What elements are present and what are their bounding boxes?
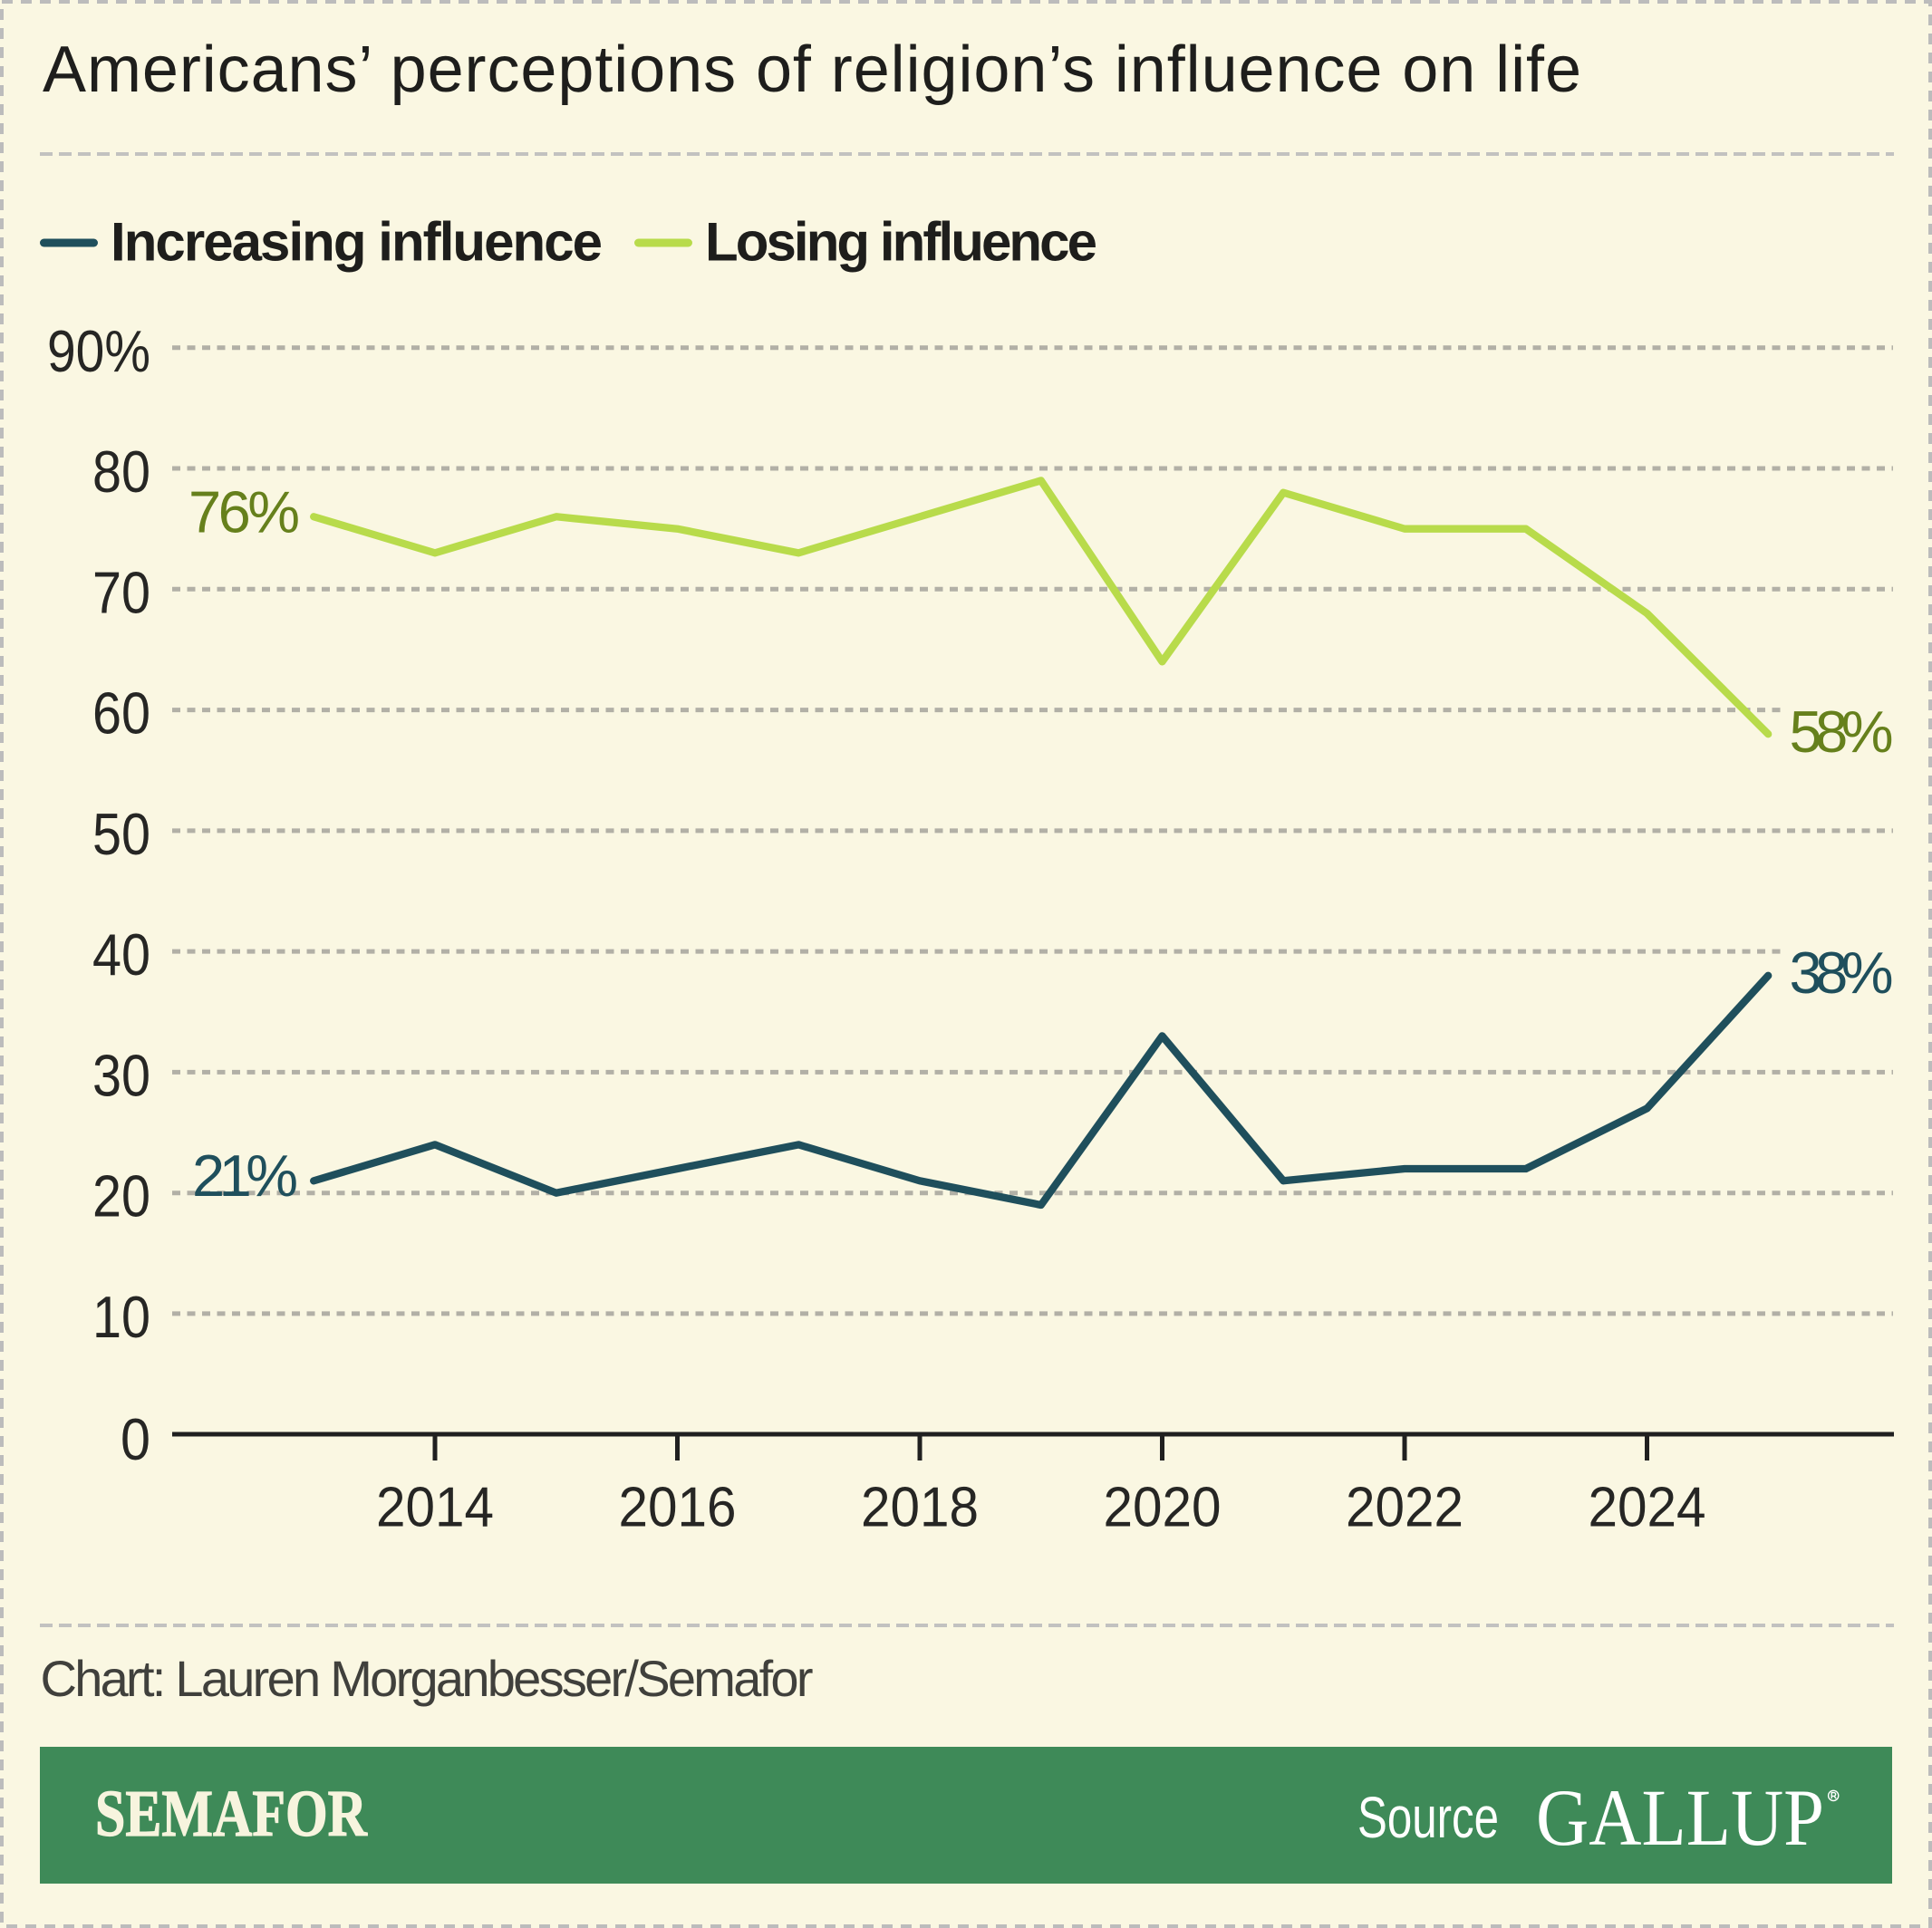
svg-text:2014: 2014 [376,1477,494,1539]
svg-text:30: 30 [92,1042,150,1108]
svg-text:Increasing influence: Increasing influence [111,212,603,273]
svg-text:60: 60 [92,680,150,747]
svg-text:2022: 2022 [1346,1477,1463,1539]
svg-text:76%: 76% [188,479,300,545]
svg-text:70: 70 [92,559,150,625]
svg-text:2016: 2016 [619,1477,737,1539]
svg-text:Americans’ perceptions of reli: Americans’ perceptions of religion’s inf… [43,34,1581,106]
svg-text:10: 10 [92,1284,150,1350]
svg-text:40: 40 [92,921,150,988]
svg-text:90%: 90% [47,318,150,384]
svg-text:2018: 2018 [861,1477,979,1539]
svg-text:50: 50 [92,801,150,867]
svg-text:SEMAFOR: SEMAFOR [95,1777,368,1850]
svg-text:GALLUP: GALLUP [1536,1774,1824,1863]
svg-text:Chart: Lauren Morganbesser/Sem: Chart: Lauren Morganbesser/Semafor [41,1650,814,1707]
svg-text:80: 80 [92,439,150,505]
svg-text:2020: 2020 [1104,1477,1222,1539]
svg-text:Source: Source [1357,1785,1499,1850]
svg-text:2024: 2024 [1589,1477,1706,1539]
svg-text:Losing influence: Losing influence [705,212,1097,273]
svg-text:0: 0 [121,1406,150,1472]
svg-text:38%: 38% [1790,940,1894,1006]
svg-text:20: 20 [92,1163,150,1229]
svg-text:21%: 21% [192,1142,298,1209]
svg-text:58%: 58% [1790,699,1894,765]
